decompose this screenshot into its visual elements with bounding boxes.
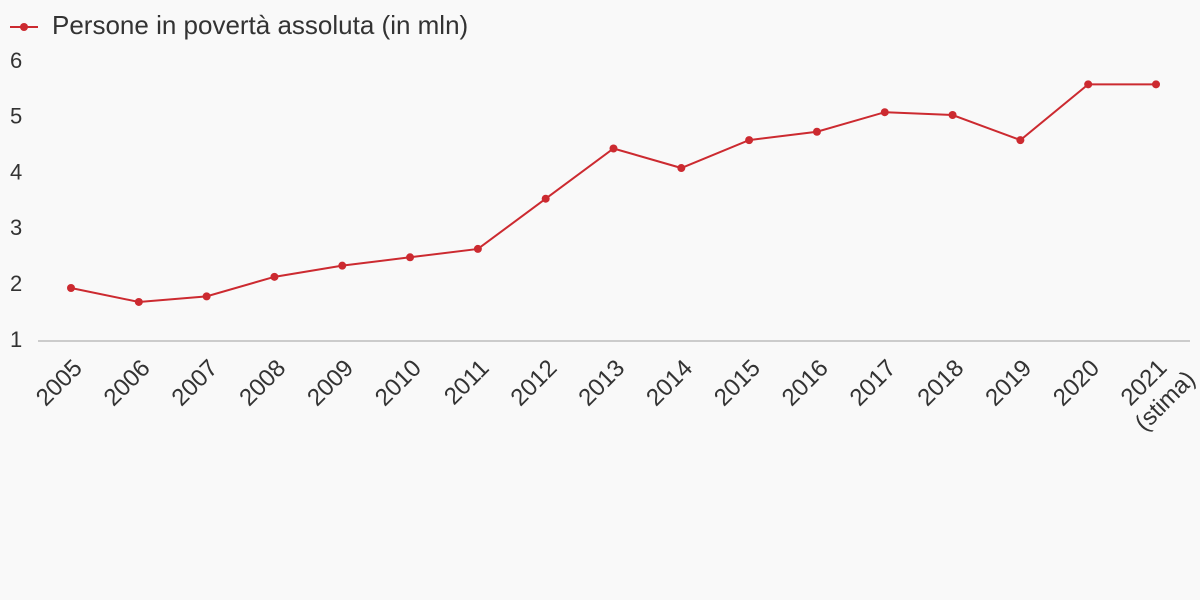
y-tick-label: 1 (10, 327, 22, 352)
point (1016, 136, 1025, 145)
y-tick-label: 3 (10, 215, 22, 240)
legend-label: Persone in povertà assoluta (in mln) (52, 10, 468, 40)
x-tick-label: 2012 (506, 355, 563, 412)
x-tick-label: 2021(stima) (1110, 346, 1200, 437)
point (270, 272, 279, 281)
x-tick-label: 2009 (302, 355, 359, 412)
x-tick-label: 2008 (234, 355, 291, 412)
point (541, 194, 550, 203)
x-tick-label: 2013 (573, 355, 630, 412)
x-tick-label: 2015 (709, 355, 766, 412)
legend-marker (20, 23, 28, 31)
point (67, 283, 75, 292)
point (473, 244, 482, 253)
point (134, 297, 143, 306)
point (677, 164, 686, 173)
series-line (70, 83, 1156, 303)
point (338, 261, 347, 270)
x-tick-label: 2019 (980, 355, 1037, 412)
x-tick-label: 2007 (167, 355, 224, 412)
point (406, 253, 415, 262)
point (812, 127, 821, 136)
x-tick-label: 2011 (439, 355, 495, 411)
point (1084, 80, 1093, 89)
x-tick-label: 2005 (31, 355, 88, 412)
point (745, 136, 754, 145)
y-tick-label: 2 (10, 271, 22, 296)
y-tick-label: 4 (10, 159, 22, 184)
x-tick-label: 2018 (912, 355, 969, 412)
point (1152, 80, 1160, 89)
point (948, 111, 957, 120)
y-tick-label: 6 (10, 48, 22, 73)
point (202, 292, 211, 301)
point (609, 144, 618, 153)
point (880, 108, 889, 117)
y-tick-label: 5 (10, 104, 22, 129)
x-tick-label: 2010 (370, 355, 427, 412)
x-tick-label: 2006 (99, 355, 156, 412)
x-tick-label: 2014 (641, 355, 698, 412)
x-tick-label: 2016 (777, 355, 834, 412)
x-tick-label: 2017 (845, 355, 902, 412)
x-tick-label: 2020 (1048, 355, 1105, 412)
